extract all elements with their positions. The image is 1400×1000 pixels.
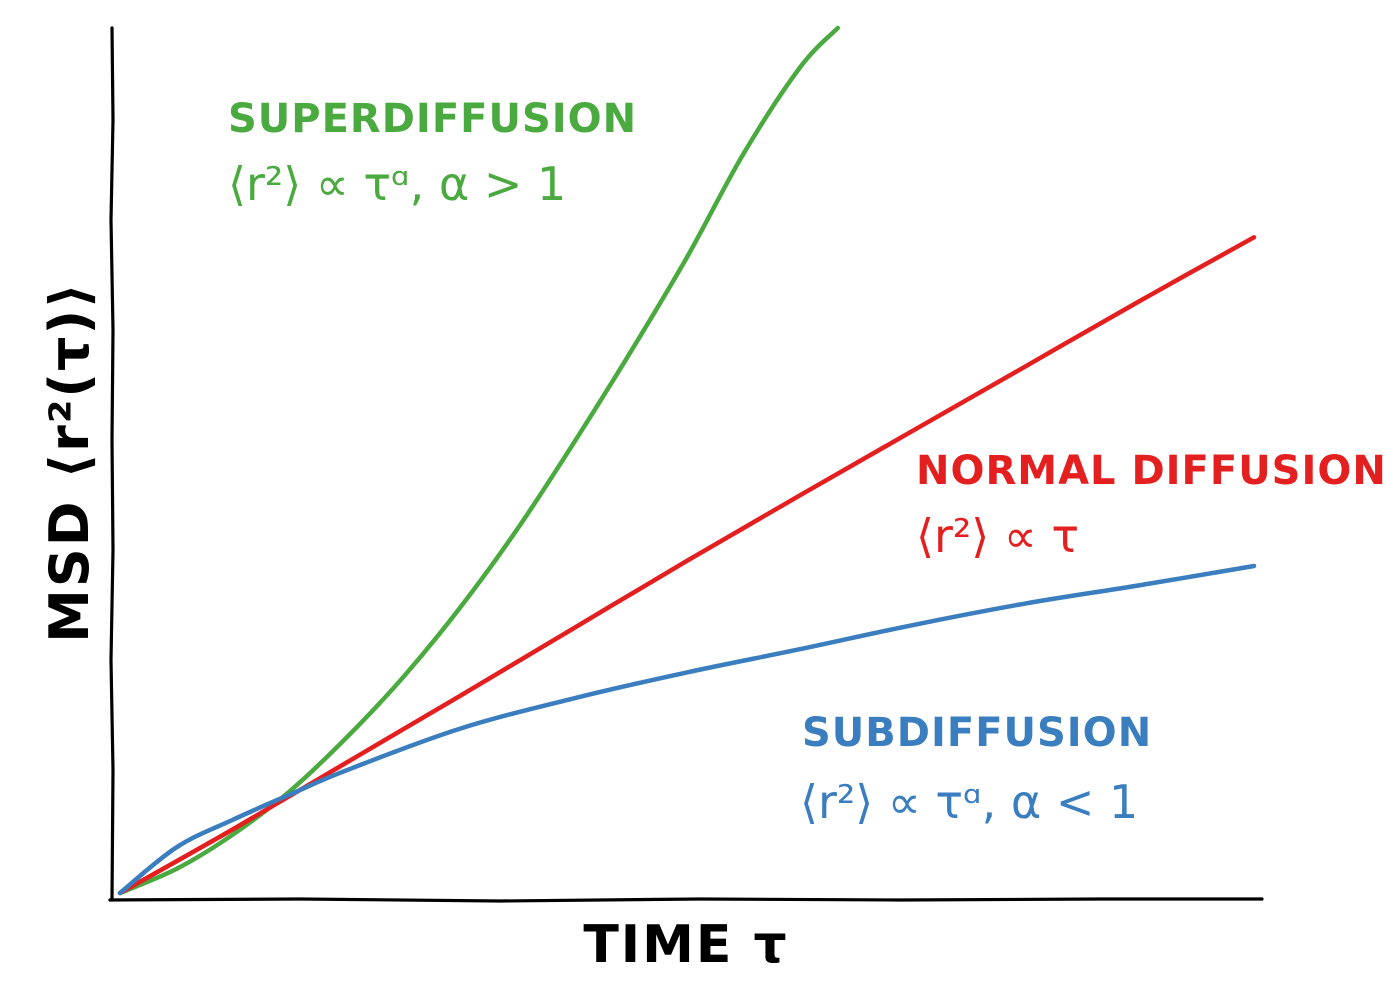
y-axis-label: MSD ⟨r²(τ)⟩ <box>38 281 101 643</box>
annotation-superdiffusion-formula: ⟨r²⟩ ∝ τᵅ, α > 1 <box>228 157 566 211</box>
annotation-superdiffusion: SUPERDIFFUSION ⟨r²⟩ ∝ τᵅ, α > 1 <box>228 96 637 211</box>
annotation-subdiffusion-title: SUBDIFFUSION <box>802 710 1152 756</box>
axes <box>108 26 1264 903</box>
annotation-superdiffusion-title: SUPERDIFFUSION <box>228 96 637 142</box>
annotation-normal: NORMAL DIFFUSION ⟨r²⟩ ∝ τ <box>916 448 1387 563</box>
series-line-subdiffusion <box>117 563 1257 896</box>
x-axis-line <box>108 897 1264 903</box>
x-axis-label: TIME τ <box>583 915 788 975</box>
annotation-normal-formula: ⟨r²⟩ ∝ τ <box>916 509 1079 563</box>
y-axis-line <box>109 26 115 902</box>
annotation-subdiffusion: SUBDIFFUSION ⟨r²⟩ ∝ τᵅ, α < 1 <box>800 710 1152 829</box>
series-layer <box>117 25 1257 896</box>
annotation-normal-title: NORMAL DIFFUSION <box>916 448 1387 494</box>
annotation-subdiffusion-formula: ⟨r²⟩ ∝ τᵅ, α < 1 <box>800 775 1138 829</box>
